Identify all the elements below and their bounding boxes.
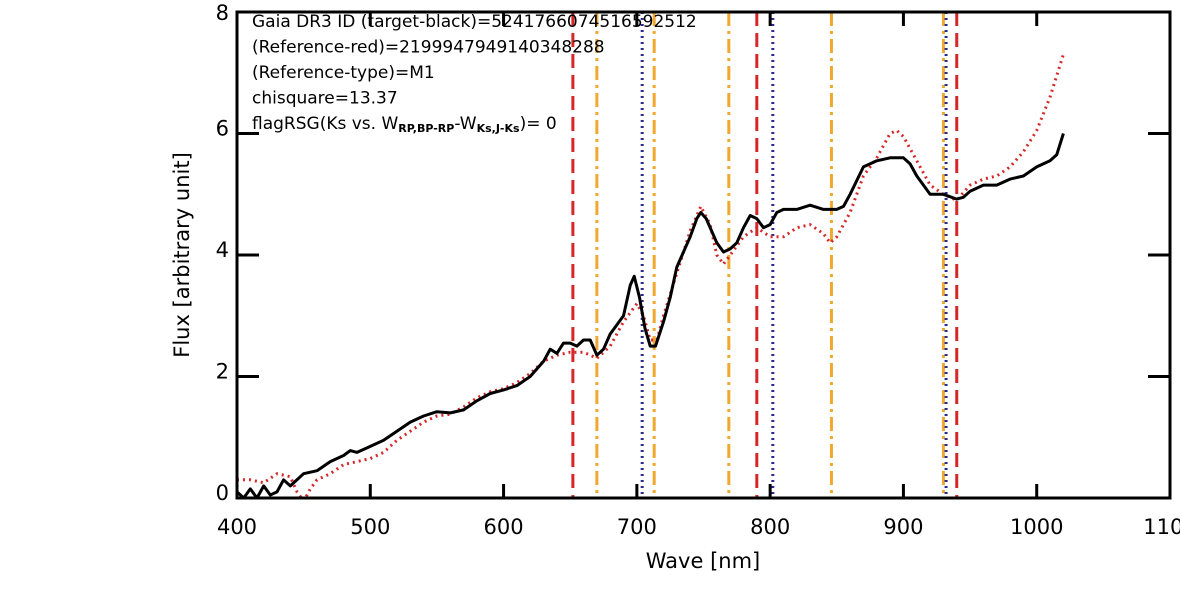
series-line [237, 54, 1065, 498]
annotation-part: RP,BP-RP [398, 122, 454, 135]
annotation-part: (Reference-red)=2199947949140348288 [252, 38, 605, 58]
x-tick-label: 900 [883, 515, 923, 539]
annotation: Gaia DR3 ID (target-black)=5241766074516… [252, 12, 697, 32]
annotation-part: Gaia DR3 ID (target-black)=5241766074516… [252, 12, 697, 32]
series-line [237, 133, 1065, 498]
annotation: (Reference-red)=2199947949140348288 [252, 38, 605, 58]
y-tick-label: 4 [216, 238, 229, 262]
annotation-part: (Reference-type)=M1 [252, 63, 435, 83]
y-tick-label: 2 [216, 360, 229, 384]
x-tick-label: 600 [484, 515, 524, 539]
annotation-part: )= 0 [520, 114, 557, 134]
y-tick-label: 0 [216, 481, 229, 505]
annotation-part: flagRSG(Ks vs. W [252, 114, 398, 134]
annotation-part: chisquare=13.37 [252, 89, 398, 109]
x-tick-label: 1000 [1010, 515, 1063, 539]
y-tick-label: 8 [216, 1, 229, 25]
y-tick-label: 6 [216, 117, 229, 141]
annotation: (Reference-type)=M1 [252, 63, 435, 83]
x-tick-label: 800 [750, 515, 790, 539]
annotation: chisquare=13.37 [252, 89, 398, 109]
x-tick-label: 700 [617, 515, 657, 539]
x-axis-label: Wave [nm] [646, 549, 760, 573]
y-axis-label: Flux [arbitrary unit] [170, 152, 194, 358]
x-tick-label: 400 [217, 515, 257, 539]
annotation: flagRSG(Ks vs. WRP,BP-RP-WKs,J-Ks)= 0 [252, 114, 557, 135]
annotation-part: -W [454, 114, 476, 134]
plot-frame [235, 10, 1172, 500]
annotation-part: Ks,J-Ks [477, 122, 520, 135]
x-tick-label: 500 [350, 515, 390, 539]
